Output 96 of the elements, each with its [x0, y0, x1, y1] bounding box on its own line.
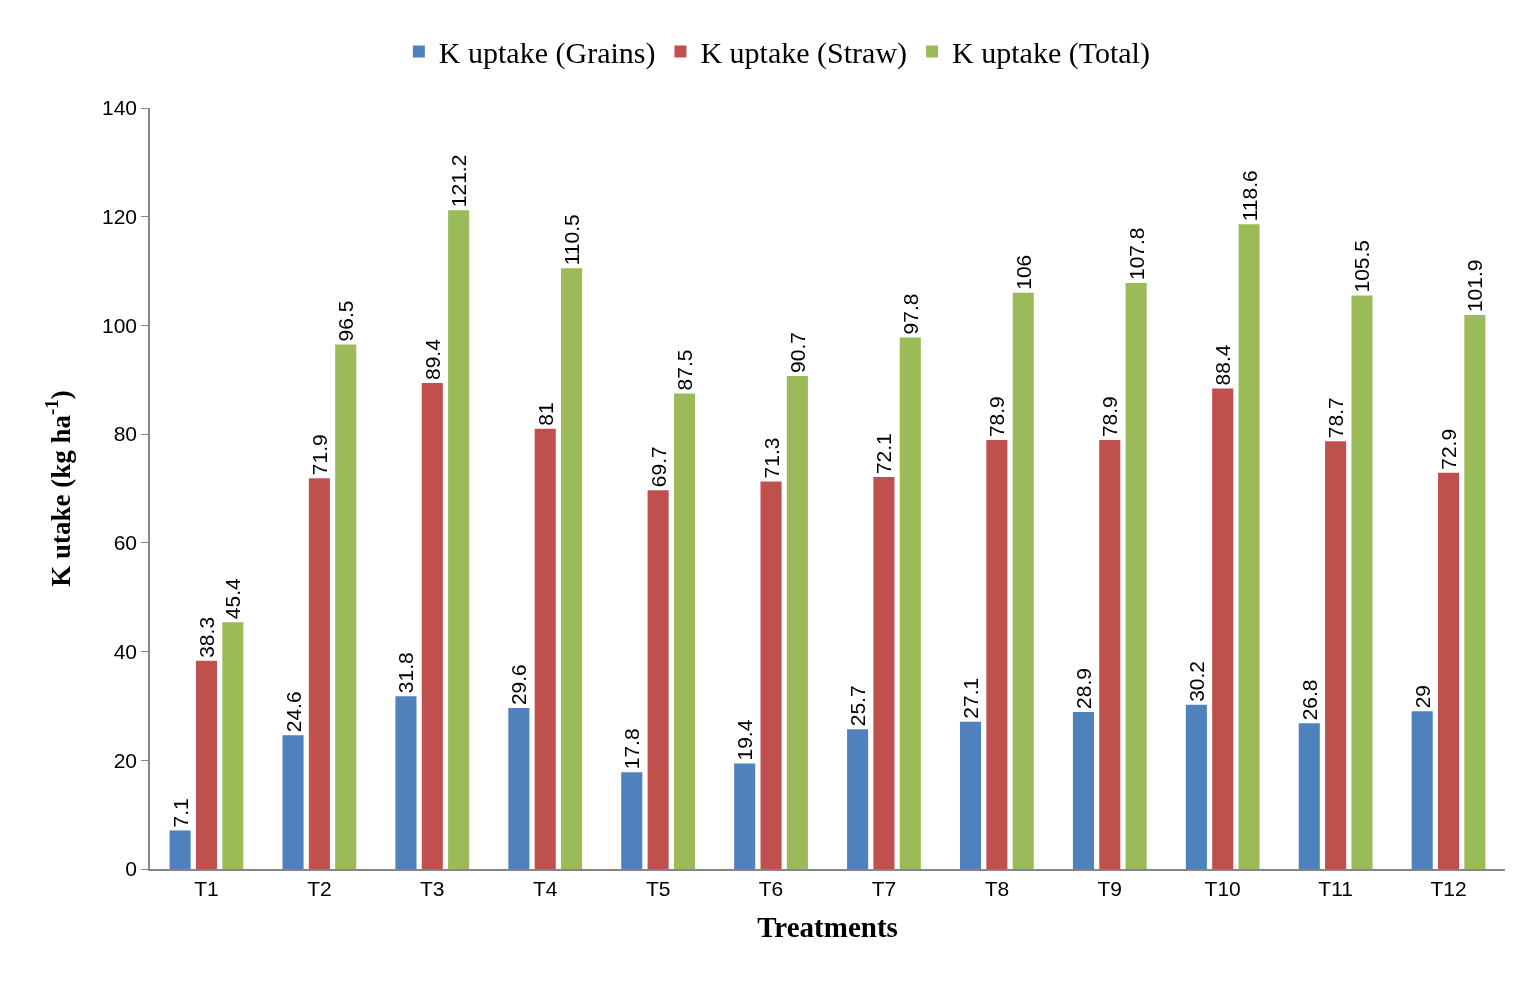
bar	[448, 210, 470, 869]
x-tick-label: T11	[1318, 876, 1353, 900]
data-label: 71.9	[307, 434, 331, 476]
data-label: 30.2	[1184, 660, 1208, 702]
y-tick-label: 120	[102, 205, 138, 229]
bar	[673, 393, 696, 869]
bar	[335, 344, 357, 869]
bar	[169, 830, 191, 869]
data-label: 87.5	[672, 349, 696, 391]
data-label: 110.5	[560, 214, 584, 266]
y-tick-label: 80	[113, 422, 138, 446]
bar	[395, 696, 417, 869]
bar	[1185, 704, 1207, 869]
bar	[734, 763, 756, 869]
x-tick-label: T8	[984, 876, 1010, 900]
data-label: 7.1	[168, 798, 192, 828]
y-tick-label: 0	[125, 857, 138, 881]
data-label: 90.7	[785, 332, 809, 373]
y-tick-label: 140	[102, 96, 138, 120]
data-label: 28.9	[1071, 668, 1095, 709]
data-label: 107.8	[1124, 227, 1148, 281]
data-label: 101.9	[1463, 259, 1487, 313]
data-label: 89.4	[420, 338, 444, 381]
data-label: 38.3	[194, 616, 218, 658]
bar	[873, 477, 895, 869]
bar	[1125, 283, 1147, 869]
bar	[1099, 440, 1121, 869]
x-tick-label: T9	[1097, 876, 1123, 900]
data-label: 24.6	[281, 691, 305, 733]
data-label: 69.7	[646, 446, 670, 488]
bar	[1012, 292, 1034, 869]
data-label: 19.4	[733, 719, 757, 761]
x-axis-title: Treatments	[757, 911, 898, 944]
data-label: 88.4	[1211, 344, 1235, 386]
x-tick-label: T12	[1430, 876, 1467, 900]
legend-label: K uptake (Total)	[952, 36, 1150, 71]
data-label: 105.5	[1350, 239, 1374, 293]
bar	[534, 428, 556, 869]
bar	[1298, 723, 1320, 869]
bar	[760, 481, 782, 869]
legend-label: K uptake (Grains)	[438, 36, 656, 71]
bar	[899, 337, 921, 869]
x-tick-label: T5	[645, 876, 671, 900]
bar	[621, 772, 643, 869]
bar	[786, 375, 808, 869]
data-label: 71.3	[759, 437, 783, 479]
data-label: 29.6	[507, 664, 531, 706]
x-tick-label: T3	[420, 876, 445, 900]
data-label: 45.4	[221, 578, 245, 620]
legend-label: K uptake (Straw)	[700, 36, 908, 71]
data-label: 31.8	[394, 652, 418, 694]
bar	[1072, 711, 1094, 869]
bar	[195, 660, 217, 869]
bar	[959, 721, 982, 869]
x-tick-label: T7	[871, 876, 897, 900]
data-label: 17.8	[620, 728, 644, 770]
data-label: 78.7	[1324, 397, 1348, 439]
y-tick-label: 100	[102, 313, 138, 337]
x-tick-label: T2	[307, 876, 332, 900]
data-label: 96.5	[334, 300, 358, 342]
y-tick-label: 60	[113, 531, 138, 555]
bar	[561, 268, 583, 869]
data-label: 29	[1410, 685, 1434, 709]
data-label: 72.9	[1437, 428, 1461, 470]
bar	[1212, 388, 1234, 869]
data-label: 118.6	[1237, 170, 1261, 222]
x-tick-label: T6	[758, 876, 784, 900]
bar	[282, 735, 304, 869]
data-label: 25.7	[846, 685, 870, 727]
bar	[847, 729, 869, 869]
data-label: 97.8	[898, 293, 922, 335]
data-label: 27.1	[959, 677, 983, 719]
data-label: 81	[533, 402, 557, 426]
bar	[1351, 295, 1373, 869]
bar	[222, 622, 244, 869]
data-label: 106	[1011, 254, 1035, 290]
bar	[1464, 315, 1486, 869]
bar	[421, 383, 443, 869]
bar	[986, 440, 1008, 869]
data-label: 72.1	[872, 433, 896, 475]
data-label: 78.9	[985, 396, 1009, 438]
y-tick-label: 20	[113, 748, 138, 772]
x-tick-label: T1	[194, 876, 219, 900]
data-label: 26.8	[1297, 679, 1321, 721]
x-tick-label: T4	[532, 876, 558, 900]
bar	[1238, 224, 1260, 869]
data-label: 121.2	[447, 154, 471, 208]
data-label: 78.9	[1098, 396, 1122, 438]
x-tick-label: T10	[1204, 876, 1241, 900]
bar	[1438, 472, 1460, 869]
bar	[647, 490, 669, 869]
bar	[1325, 441, 1347, 869]
bar	[1411, 711, 1433, 869]
bar	[308, 478, 330, 869]
y-tick-label: 40	[113, 639, 138, 663]
bar	[508, 708, 530, 869]
